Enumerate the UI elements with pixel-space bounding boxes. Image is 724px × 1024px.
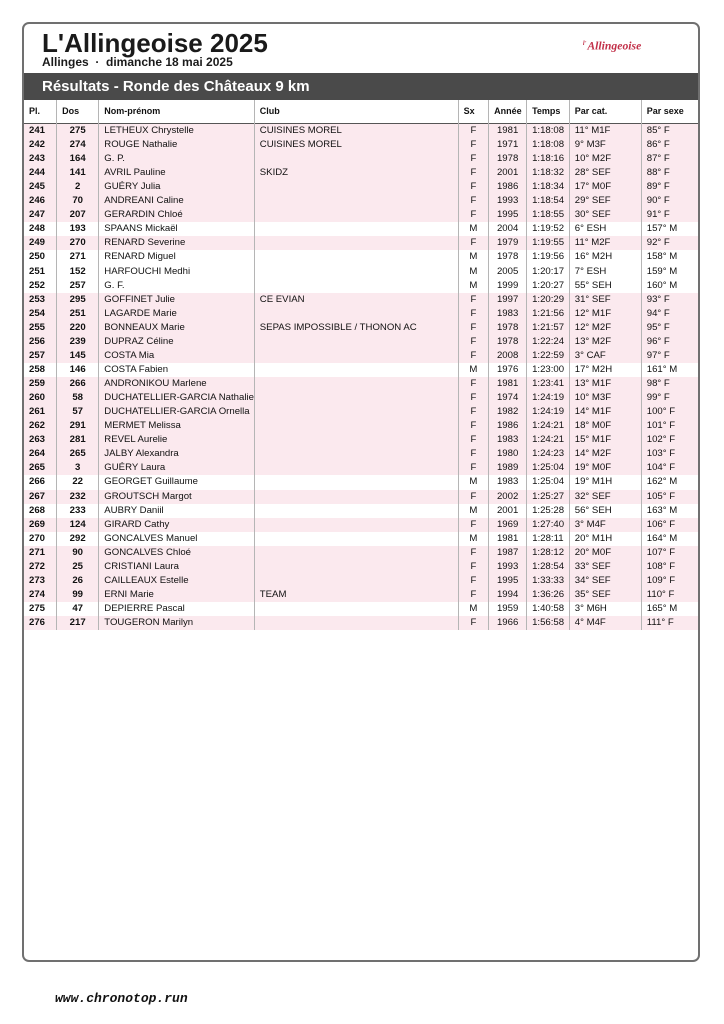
svg-text:l': l' xyxy=(583,40,587,47)
svg-text:Allingeoise: Allingeoise xyxy=(586,40,641,53)
